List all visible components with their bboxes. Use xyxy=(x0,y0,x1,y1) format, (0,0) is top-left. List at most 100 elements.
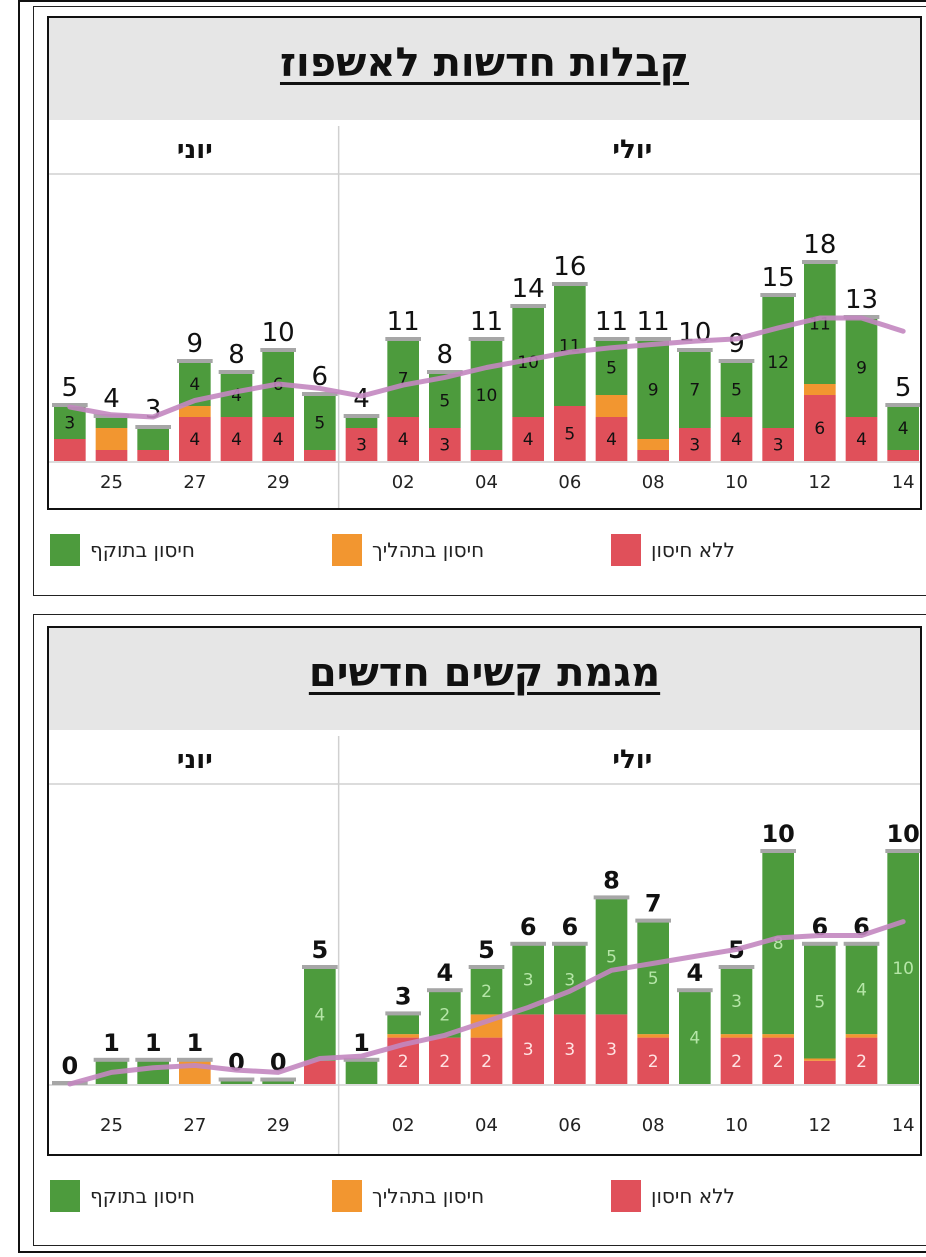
x-tick-label: 29 xyxy=(267,1115,290,1136)
bar-top-cap xyxy=(218,1077,255,1082)
bar-segment-pending xyxy=(762,1034,794,1038)
bar-segment-none xyxy=(179,417,211,461)
bar-segment-valid xyxy=(720,968,753,1035)
legend-item-none: ללא חיסון xyxy=(611,532,735,568)
bar-total-label: 11 xyxy=(387,307,420,337)
bar-segment-valid xyxy=(804,263,836,384)
bar-top-cap xyxy=(385,337,421,341)
bar-total-label: 1 xyxy=(186,1029,203,1057)
segment-label: 7 xyxy=(689,381,700,401)
segment-label: 6 xyxy=(814,419,825,439)
segment-label: 2 xyxy=(648,1052,659,1072)
segment-label: 3 xyxy=(606,1040,617,1060)
month-label: יולי xyxy=(612,135,652,165)
bar-segment-none xyxy=(137,450,169,461)
bar-top-cap xyxy=(343,1057,380,1062)
bar-segment-none xyxy=(387,417,419,461)
bar-total-label: 4 xyxy=(103,384,120,414)
bar-total-label: 6 xyxy=(520,913,537,941)
segment-label: 9 xyxy=(648,381,659,401)
bar-total-label: 5 xyxy=(895,373,912,403)
bar-segment-none xyxy=(554,406,586,461)
bar-segment-pending xyxy=(95,428,128,450)
orange-square-icon xyxy=(332,534,362,566)
segment-label: 5 xyxy=(439,392,450,412)
bar-top-cap xyxy=(468,965,505,969)
green-square-icon xyxy=(50,1180,80,1212)
red-square-icon xyxy=(611,534,641,566)
segment-label: 2 xyxy=(731,1052,742,1072)
bar-segment-none xyxy=(720,417,753,461)
x-tick-label: 04 xyxy=(475,472,498,493)
bar-total-label: 9 xyxy=(728,329,745,359)
bar-total-label: 1 xyxy=(353,1029,370,1057)
bar-segment-valid xyxy=(554,285,586,406)
bar-top-cap xyxy=(593,337,630,341)
bar-segment-valid xyxy=(345,417,378,428)
bar-segment-none xyxy=(345,428,378,461)
bar-top-cap xyxy=(802,941,838,946)
bar-segment-valid xyxy=(304,968,336,1061)
bar-segment-none xyxy=(95,450,128,461)
bar-segment-valid xyxy=(762,296,794,428)
bar-segment-valid xyxy=(637,921,669,1035)
chart-box-severe: מגמת קשים חדשים יוני יולי 0 1 25 1 1 27 0 0 29 4 5 1 2… xyxy=(47,626,922,1156)
bar-segment-none xyxy=(470,450,503,461)
bar-total-label: 9 xyxy=(187,329,204,359)
bar-segment-pending xyxy=(595,395,628,417)
month-label: יוני xyxy=(177,745,213,775)
segment-label: 3 xyxy=(523,1040,534,1060)
segment-label: 7 xyxy=(398,370,409,390)
bar-segment-none xyxy=(845,417,878,461)
bar-total-label: 5 xyxy=(311,936,328,964)
legend-label-pending: חיסון בתהליך xyxy=(372,1184,485,1208)
legend-item-pending: חיסון בתהליך xyxy=(332,532,484,568)
chart-box-admissions: קבלות חדשות לאשפוז יוני יולי 3 5 4 25 3 4 4 9 27 4 4… xyxy=(47,16,922,510)
bar-total-label: 3 xyxy=(395,982,412,1010)
bar-segment-none xyxy=(595,1014,628,1084)
segment-label: 12 xyxy=(767,353,789,373)
bar-segment-none xyxy=(304,1060,336,1084)
x-tick-label: 12 xyxy=(808,472,831,493)
bar-segment-valid xyxy=(137,1060,169,1084)
segment-label: 2 xyxy=(398,1052,409,1072)
bar-total-label: 15 xyxy=(762,263,795,293)
segment-label: 4 xyxy=(856,430,867,450)
bar-segment-none xyxy=(720,1037,753,1084)
bar-segment-pending xyxy=(637,1034,669,1038)
bar-segment-valid xyxy=(637,340,669,439)
bar-segment-none xyxy=(512,1014,544,1084)
legend-item-none: ללא חיסון xyxy=(611,1178,735,1214)
segment-label: 4 xyxy=(731,430,742,450)
segment-label: 3 xyxy=(564,971,575,991)
segment-label: 2 xyxy=(439,1052,450,1072)
bar-total-label: 1 xyxy=(103,1029,120,1057)
bar-segment-none xyxy=(304,450,336,461)
bar-segment-none xyxy=(595,417,628,461)
orange-square-icon xyxy=(332,1180,362,1212)
bar-total-label: 11 xyxy=(595,307,628,337)
segment-label: 4 xyxy=(398,430,409,450)
bar-total-label: 0 xyxy=(61,1052,78,1080)
segment-label: 8 xyxy=(773,934,784,954)
bar-segment-valid xyxy=(470,968,503,1015)
bar-segment-none xyxy=(429,1037,461,1084)
bar-top-cap xyxy=(260,348,296,352)
segment-label: 2 xyxy=(481,1052,492,1072)
bar-top-cap xyxy=(593,895,630,900)
bar-top-cap xyxy=(635,337,671,341)
segment-label: 10 xyxy=(476,386,498,406)
bar-segment-pending xyxy=(720,1034,753,1038)
bar-segment-none xyxy=(762,428,794,461)
bar-top-cap xyxy=(885,403,920,407)
x-tick-label: 14 xyxy=(892,1115,915,1136)
bar-total-label: 14 xyxy=(512,274,545,304)
legend-item-pending: חיסון בתהליך xyxy=(332,1178,484,1214)
bar-top-cap xyxy=(468,337,505,341)
segment-label: 3 xyxy=(439,436,450,456)
bar-total-label: 5 xyxy=(62,373,79,403)
bar-segment-valid xyxy=(679,351,711,428)
bar-segment-none xyxy=(637,1037,669,1084)
